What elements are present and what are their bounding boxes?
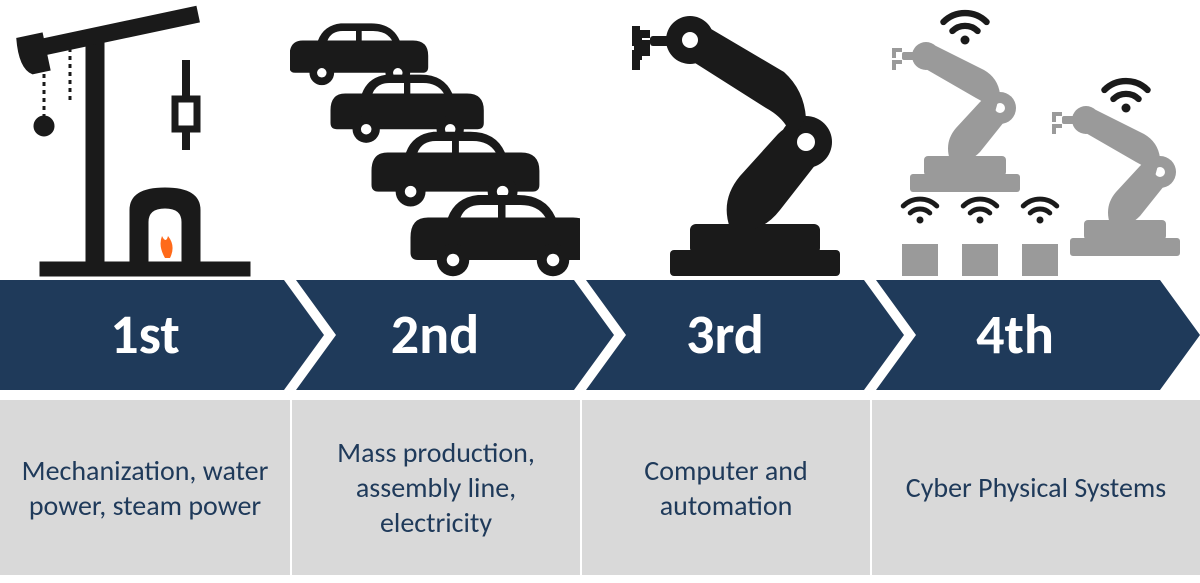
robot-arm-icon [580,0,870,280]
arrow-chevrons [0,280,1200,390]
steam-mechanization-icon [0,0,290,280]
description-row: Mechanization, water power, steam power … [0,400,1200,575]
stage-description-1: Mechanization, water power, steam power [0,400,290,575]
industrial-revolutions-infographic: 1st 2nd 3rd 4th Mechanization, water pow… [0,0,1200,583]
stage-description-3: Computer and automation [580,400,870,575]
stage-description-4: Cyber Physical Systems [870,400,1200,575]
assembly-line-cars-icon [290,0,580,280]
cyber-physical-systems-icon [870,0,1200,280]
stage-description-2: Mass production, assembly line, electric… [290,400,580,575]
arrow-chevron-row: 1st 2nd 3rd 4th [0,280,1200,390]
icon-row [0,0,1200,280]
